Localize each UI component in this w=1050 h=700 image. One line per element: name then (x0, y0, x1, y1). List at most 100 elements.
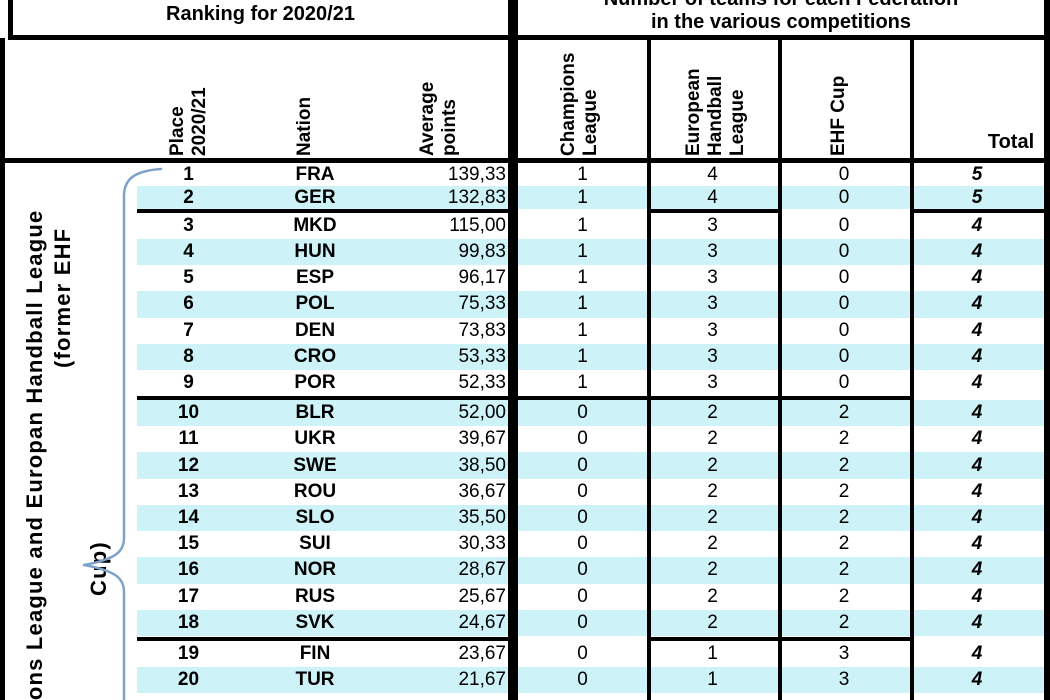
total-cell: 4 (971, 215, 983, 237)
nation-cell: RUS (294, 585, 336, 607)
table-row: 3 MKD 115,00 1 3 0 4 (137, 213, 1044, 239)
table-row: 6 POL 75,33 1 3 0 4 (137, 291, 1044, 318)
nation-cell: UKR (294, 428, 336, 450)
champions-league-cell: 1 (577, 186, 588, 208)
nation-cell: CRO (293, 345, 337, 367)
average-points-cell: 30,33 (458, 533, 506, 555)
nation-cell: ROU (293, 480, 337, 502)
champions-league-cell: 1 (577, 319, 588, 341)
total-cell: 4 (971, 241, 983, 263)
average-points-cell: 28,67 (458, 559, 506, 581)
column-header-rule (0, 158, 1050, 163)
place-cell: 20 (177, 669, 200, 690)
nation-cell: ESP (295, 267, 335, 289)
top-header-rule (8, 35, 1050, 40)
nation-cell: SUI (299, 533, 331, 555)
champions-league-cell: 1 (577, 267, 588, 289)
total-cell: 4 (971, 371, 983, 393)
average-points-cell: 35,50 (458, 506, 506, 528)
ehf-cup-cell: 2 (838, 559, 850, 581)
nation-cell: TUR (295, 669, 335, 690)
panel-divider (508, 0, 518, 700)
european-handball-league-cell: 1 (707, 643, 718, 664)
total-cell: 4 (971, 559, 983, 581)
total-cell: 4 (971, 428, 983, 450)
champions-league-cell: 0 (577, 669, 588, 690)
ehf-cup-cell: 0 (838, 293, 850, 315)
column-header-nation: Nation (294, 96, 315, 156)
champions-league-cell: 0 (577, 533, 588, 555)
place-cell: 15 (177, 533, 200, 555)
table-row: 16 NOR 28,67 0 2 2 4 (137, 557, 1044, 584)
place-cell: 2 (183, 186, 194, 208)
average-points-cell: 39,67 (458, 428, 506, 450)
average-points-cell: 21,67 (458, 669, 506, 690)
nation-cell: DEN (294, 319, 336, 341)
place-cell: 11 (178, 428, 199, 450)
left-panel-title: Ranking for 2020/21 (166, 3, 355, 25)
champions-league-cell: 1 (577, 345, 588, 367)
table-row: 15 SUI 30,33 0 2 2 4 (137, 531, 1044, 557)
table-row: 12 SWE 38,50 0 2 2 4 (137, 452, 1044, 479)
total-cell: 4 (971, 319, 983, 341)
european-handball-league-cell: 3 (707, 267, 718, 289)
champions-league-cell: 0 (577, 559, 588, 581)
european-handball-league-cell: 2 (707, 402, 718, 424)
ehf-cup-cell: 3 (838, 669, 850, 690)
nation-cell: FRA (295, 163, 335, 185)
nation-cell: POL (295, 293, 335, 315)
side-label-competitions-line3: Cup) (86, 541, 111, 596)
place-cell: 13 (177, 480, 200, 502)
place-cell: 7 (183, 319, 194, 341)
place-cell: 1 (183, 163, 194, 185)
total-cell: 4 (971, 585, 983, 607)
champions-league-cell: 0 (577, 480, 588, 502)
european-handball-league-cell: 4 (707, 163, 718, 185)
nation-cell: POR (294, 371, 336, 393)
ehf-cup-cell: 0 (838, 371, 850, 393)
ehf-cup-cell: 2 (838, 611, 850, 633)
table-row: 8 CRO 53,33 1 3 0 4 (137, 343, 1044, 370)
ehf-cup-cell: 2 (838, 480, 850, 502)
nation-cell: SLO (295, 506, 335, 528)
ehf-cup-cell: 2 (838, 585, 850, 607)
ehf-cup-cell: 3 (838, 643, 850, 664)
nation-cell: MKD (293, 215, 337, 237)
ehf-cup-cell: 0 (838, 241, 850, 263)
average-points-cell: 96,17 (458, 267, 506, 289)
table-row: 1 FRA 139,33 1 4 0 5 (137, 163, 1044, 186)
total-cell: 4 (971, 669, 983, 690)
european-handball-league-cell: 2 (707, 428, 718, 450)
ehf-cup-cell: 0 (838, 345, 850, 367)
place-cell: 4 (183, 241, 194, 263)
column-header-total: Total (987, 131, 1035, 153)
column-header-average-points: Average points (417, 81, 460, 156)
place-cell: 6 (183, 293, 194, 315)
champions-league-cell: 1 (577, 163, 588, 185)
ehf-cup-cell: 0 (838, 186, 850, 208)
right-panel-title: Number of teams for each Federation in t… (604, 0, 959, 33)
champions-league-cell: 0 (577, 611, 588, 633)
european-handball-league-cell: 2 (707, 559, 718, 581)
ehf-cup-cell: 2 (838, 402, 850, 424)
nation-cell: NOR (293, 559, 337, 581)
place-cell: 14 (177, 506, 200, 528)
group-sep-2-left (137, 396, 508, 400)
total-cell: 4 (971, 402, 983, 424)
champions-league-cell: 0 (577, 506, 588, 528)
table-row: 10 BLR 52,00 0 2 2 4 (137, 400, 1044, 427)
champions-league-cell: 0 (577, 454, 588, 476)
total-cell: 4 (971, 643, 983, 664)
nation-cell: HUN (294, 241, 336, 263)
nation-cell: SVK (295, 611, 335, 633)
european-handball-league-cell: 3 (707, 371, 718, 393)
average-points-cell: 73,83 (458, 319, 506, 341)
ehf-cup-cell: 0 (838, 215, 850, 237)
average-points-cell: 38,50 (458, 454, 506, 476)
place-cell: 10 (177, 402, 200, 424)
champions-league-cell: 0 (577, 428, 588, 450)
place-cell: 3 (183, 215, 194, 237)
table-row: 19 FIN 23,67 0 1 3 4 (137, 641, 1044, 667)
group-sep-3-left (137, 637, 508, 641)
